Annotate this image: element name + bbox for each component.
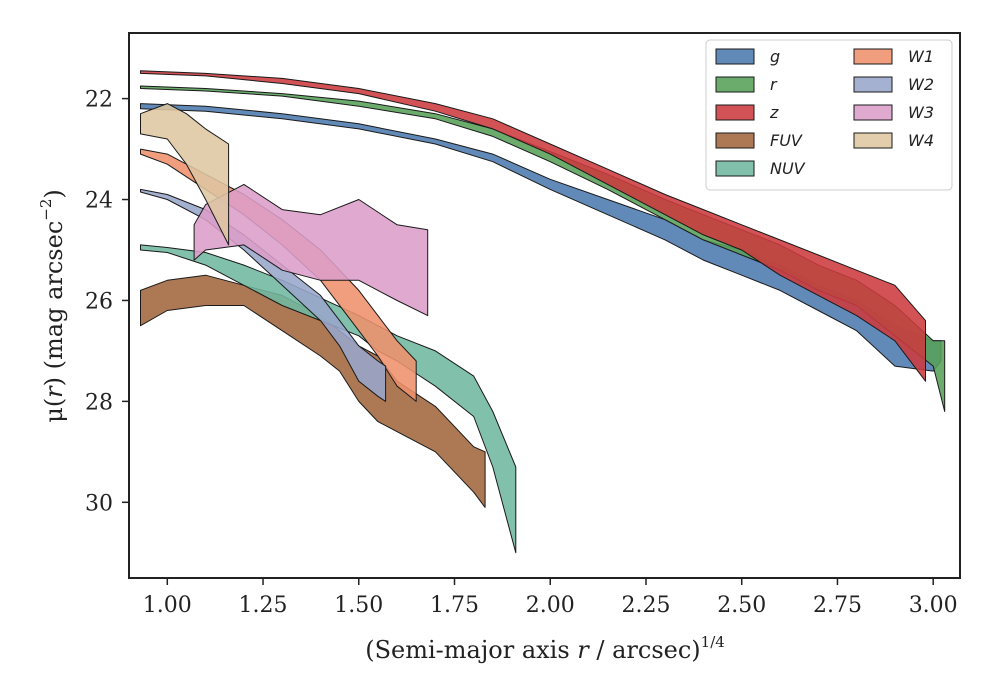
- legend-label-w3: W3: [908, 103, 934, 122]
- legend-swatch-w4: [853, 132, 893, 149]
- legend-label-r: r: [770, 75, 778, 94]
- legend-swatch-fuv: [715, 132, 755, 149]
- legend: grz FUV NUV W1 W2 W3 W4: [705, 39, 953, 191]
- x-tick-label: 2.50: [717, 593, 766, 618]
- x-axis-ticks: 1.00 1.25 1.50 1.75 2.00 2.25 2.50 2.75 3.00: [143, 578, 958, 618]
- legend-label-z: z: [769, 103, 779, 122]
- legend-label-nuv: NUV: [770, 159, 806, 178]
- series-bands: [140, 70, 946, 554]
- x-tick-label: 3.00: [909, 593, 958, 618]
- legend-swatch-g: [715, 48, 755, 65]
- x-tick-label: 2.00: [526, 593, 575, 618]
- y-axis-label: μ(r) (mag arcsec−2): [37, 189, 68, 423]
- legend-swatch-z: [715, 104, 755, 121]
- x-tick-label: 1.25: [239, 593, 288, 618]
- x-tick-label: 2.25: [621, 593, 670, 618]
- x-tick-label: 1.50: [334, 593, 383, 618]
- legend-items: grz FUV NUV W1 W2 W3 W4: [715, 47, 934, 178]
- legend-swatch-w1: [853, 48, 893, 65]
- band-z: [140, 70, 926, 382]
- y-tick-label: 22: [85, 88, 113, 113]
- band-w4: [140, 103, 230, 246]
- legend-swatch-r: [715, 76, 755, 93]
- x-tick-label: 2.75: [813, 593, 862, 618]
- y-tick-label: 28: [85, 390, 113, 415]
- plot-frame: [128, 32, 961, 579]
- legend-swatch-nuv: [715, 160, 755, 177]
- legend-swatch-w2: [853, 76, 893, 93]
- legend-label-w1: W1: [908, 47, 934, 66]
- y-axis-ticks: 22 24 26 28 30: [85, 88, 129, 516]
- y-tick-label: 24: [85, 189, 113, 214]
- legend-label-g: g: [770, 47, 780, 66]
- legend-label-fuv: FUV: [770, 131, 803, 150]
- y-tick-label: 30: [85, 491, 113, 516]
- legend-label-w4: W4: [908, 131, 934, 150]
- x-axis-label: (Semi-major axis r / arcsec)1/4: [365, 633, 725, 664]
- band-w3: [193, 183, 429, 317]
- x-tick-label: 1.00: [143, 593, 192, 618]
- x-tick-label: 1.75: [430, 593, 479, 618]
- legend-swatch-w3: [853, 104, 893, 121]
- y-tick-label: 26: [85, 289, 113, 314]
- legend-label-w2: W2: [908, 75, 934, 94]
